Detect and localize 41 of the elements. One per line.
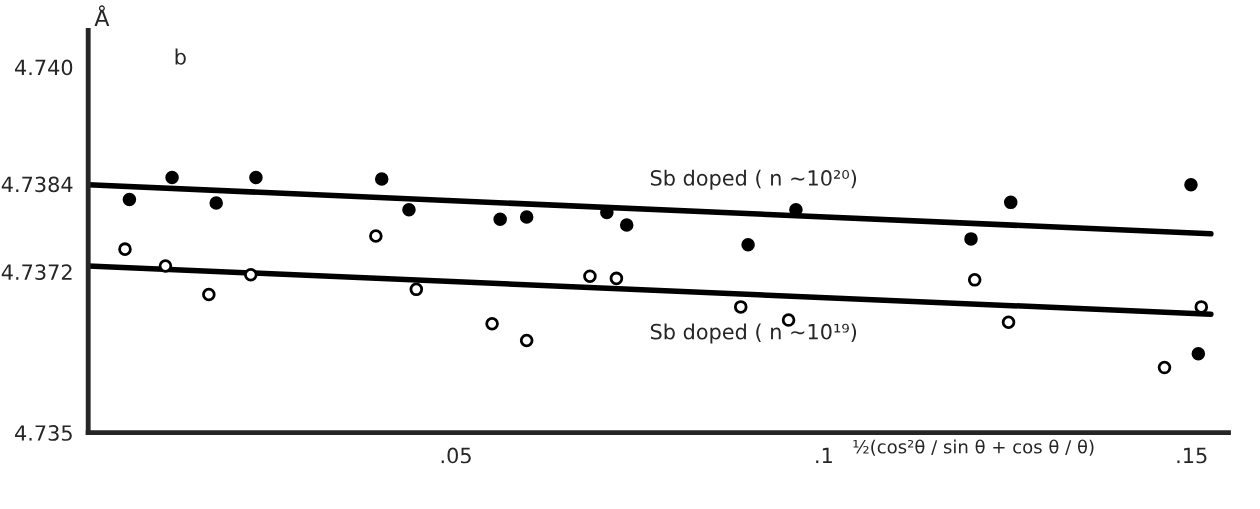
point <box>249 170 263 185</box>
series-label: Sb doped ( n ~10²⁰) <box>650 169 857 190</box>
point <box>158 259 173 273</box>
point <box>519 210 534 224</box>
point <box>1157 360 1172 375</box>
point <box>493 212 507 226</box>
x-axis-title: ½(cos²θ / sin θ + cos θ / θ) <box>853 439 1094 456</box>
point <box>374 172 389 186</box>
y-tick-label: 4.740 <box>14 59 73 76</box>
point <box>165 170 179 185</box>
point <box>519 333 534 348</box>
point <box>733 300 748 314</box>
point <box>369 229 383 243</box>
annotation: b <box>175 48 186 65</box>
y-tick-label: 4.735 <box>14 425 72 441</box>
point <box>1191 346 1206 361</box>
point <box>967 273 982 287</box>
point <box>122 192 137 207</box>
point <box>209 196 223 210</box>
x-tick-label: .05 <box>441 447 471 464</box>
point <box>1001 315 1016 330</box>
x-tick-label: .1 <box>816 447 832 464</box>
y-axis-title: Å <box>94 5 110 26</box>
point <box>964 232 978 246</box>
point <box>1003 195 1018 210</box>
point <box>118 242 132 256</box>
series-label: Sb doped ( n ~10¹⁹) <box>650 323 857 344</box>
y-tick-label: 4.7384 <box>1 176 73 193</box>
y-tick-label: 4.7372 <box>1 264 72 281</box>
point <box>485 316 499 331</box>
point <box>409 282 424 297</box>
point <box>609 271 624 286</box>
point <box>402 202 416 217</box>
point <box>244 267 258 282</box>
point <box>1194 300 1209 314</box>
x-tick-label: .15 <box>1177 447 1207 464</box>
point <box>202 287 216 302</box>
point <box>1184 178 1198 192</box>
point <box>619 218 634 232</box>
point <box>583 269 597 283</box>
point <box>741 237 755 252</box>
